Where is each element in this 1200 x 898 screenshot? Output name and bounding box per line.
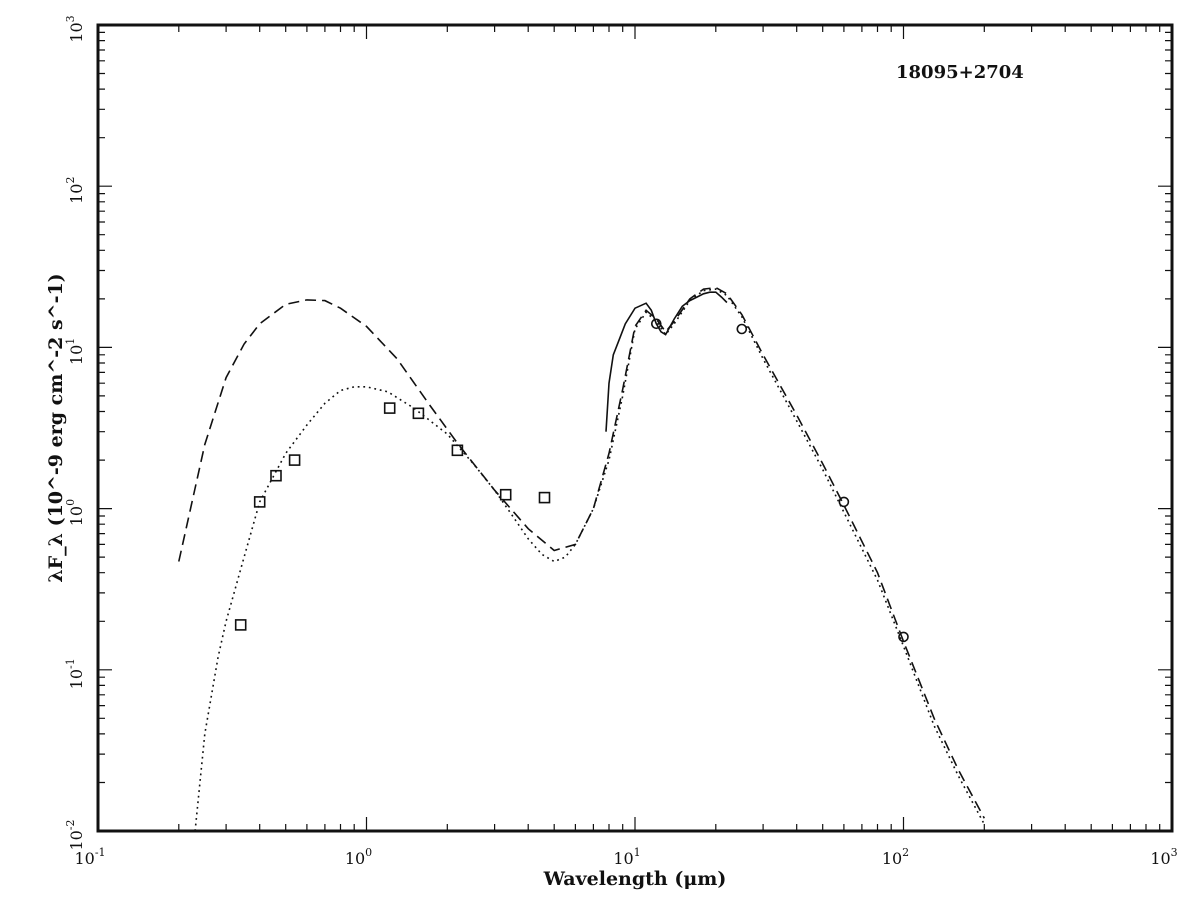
- x-tick-labels: 10-1 100 101 102 103: [74, 846, 1177, 868]
- data-point-square: [451, 444, 464, 457]
- observation-markers: [234, 318, 909, 643]
- x-tick-label: 101: [613, 846, 640, 868]
- x-axis-title: Wavelength (μm): [543, 868, 727, 890]
- data-point-square: [412, 407, 425, 420]
- y-tick-label: 10-1: [64, 658, 86, 689]
- data-point-circle: [898, 631, 909, 643]
- series-line-solid: [605, 291, 728, 432]
- data-point-circle: [736, 323, 748, 335]
- y-tick-label: 103: [64, 15, 86, 42]
- y-tick-labels: 10-2 10-1 100 101 102 103: [64, 15, 86, 850]
- y-tick-label: 101: [64, 338, 86, 365]
- data-point-square: [234, 619, 247, 631]
- series-layer: [178, 286, 986, 832]
- x-tick-label: 103: [1150, 846, 1177, 868]
- x-tick-label: 102: [882, 846, 909, 868]
- series-line-dotted: [194, 288, 986, 832]
- axis-ticks: [97, 24, 1173, 832]
- plot-frame: [96, 23, 1174, 833]
- y-axis-title: λF_λ (10^-9 erg cm^-2 s^-1): [45, 273, 67, 582]
- data-point-square: [288, 454, 301, 466]
- x-tick-label: 100: [345, 846, 372, 868]
- data-point-square: [538, 491, 551, 504]
- data-point-circle: [650, 318, 662, 330]
- y-tick-label: 102: [64, 177, 86, 204]
- data-point-square: [383, 402, 396, 414]
- data-point-square: [499, 488, 512, 501]
- object-id-annotation: 18095+2704: [896, 62, 1024, 83]
- data-point-square: [270, 469, 282, 482]
- series-line-dashed: [178, 286, 986, 819]
- data-point-circle: [838, 496, 850, 508]
- tick-marks: [97, 24, 1173, 832]
- y-tick-label: 100: [64, 499, 86, 526]
- x-tick-label: 10-1: [74, 846, 105, 868]
- y-tick-label: 10-2: [64, 819, 86, 850]
- data-point-square: [253, 496, 266, 508]
